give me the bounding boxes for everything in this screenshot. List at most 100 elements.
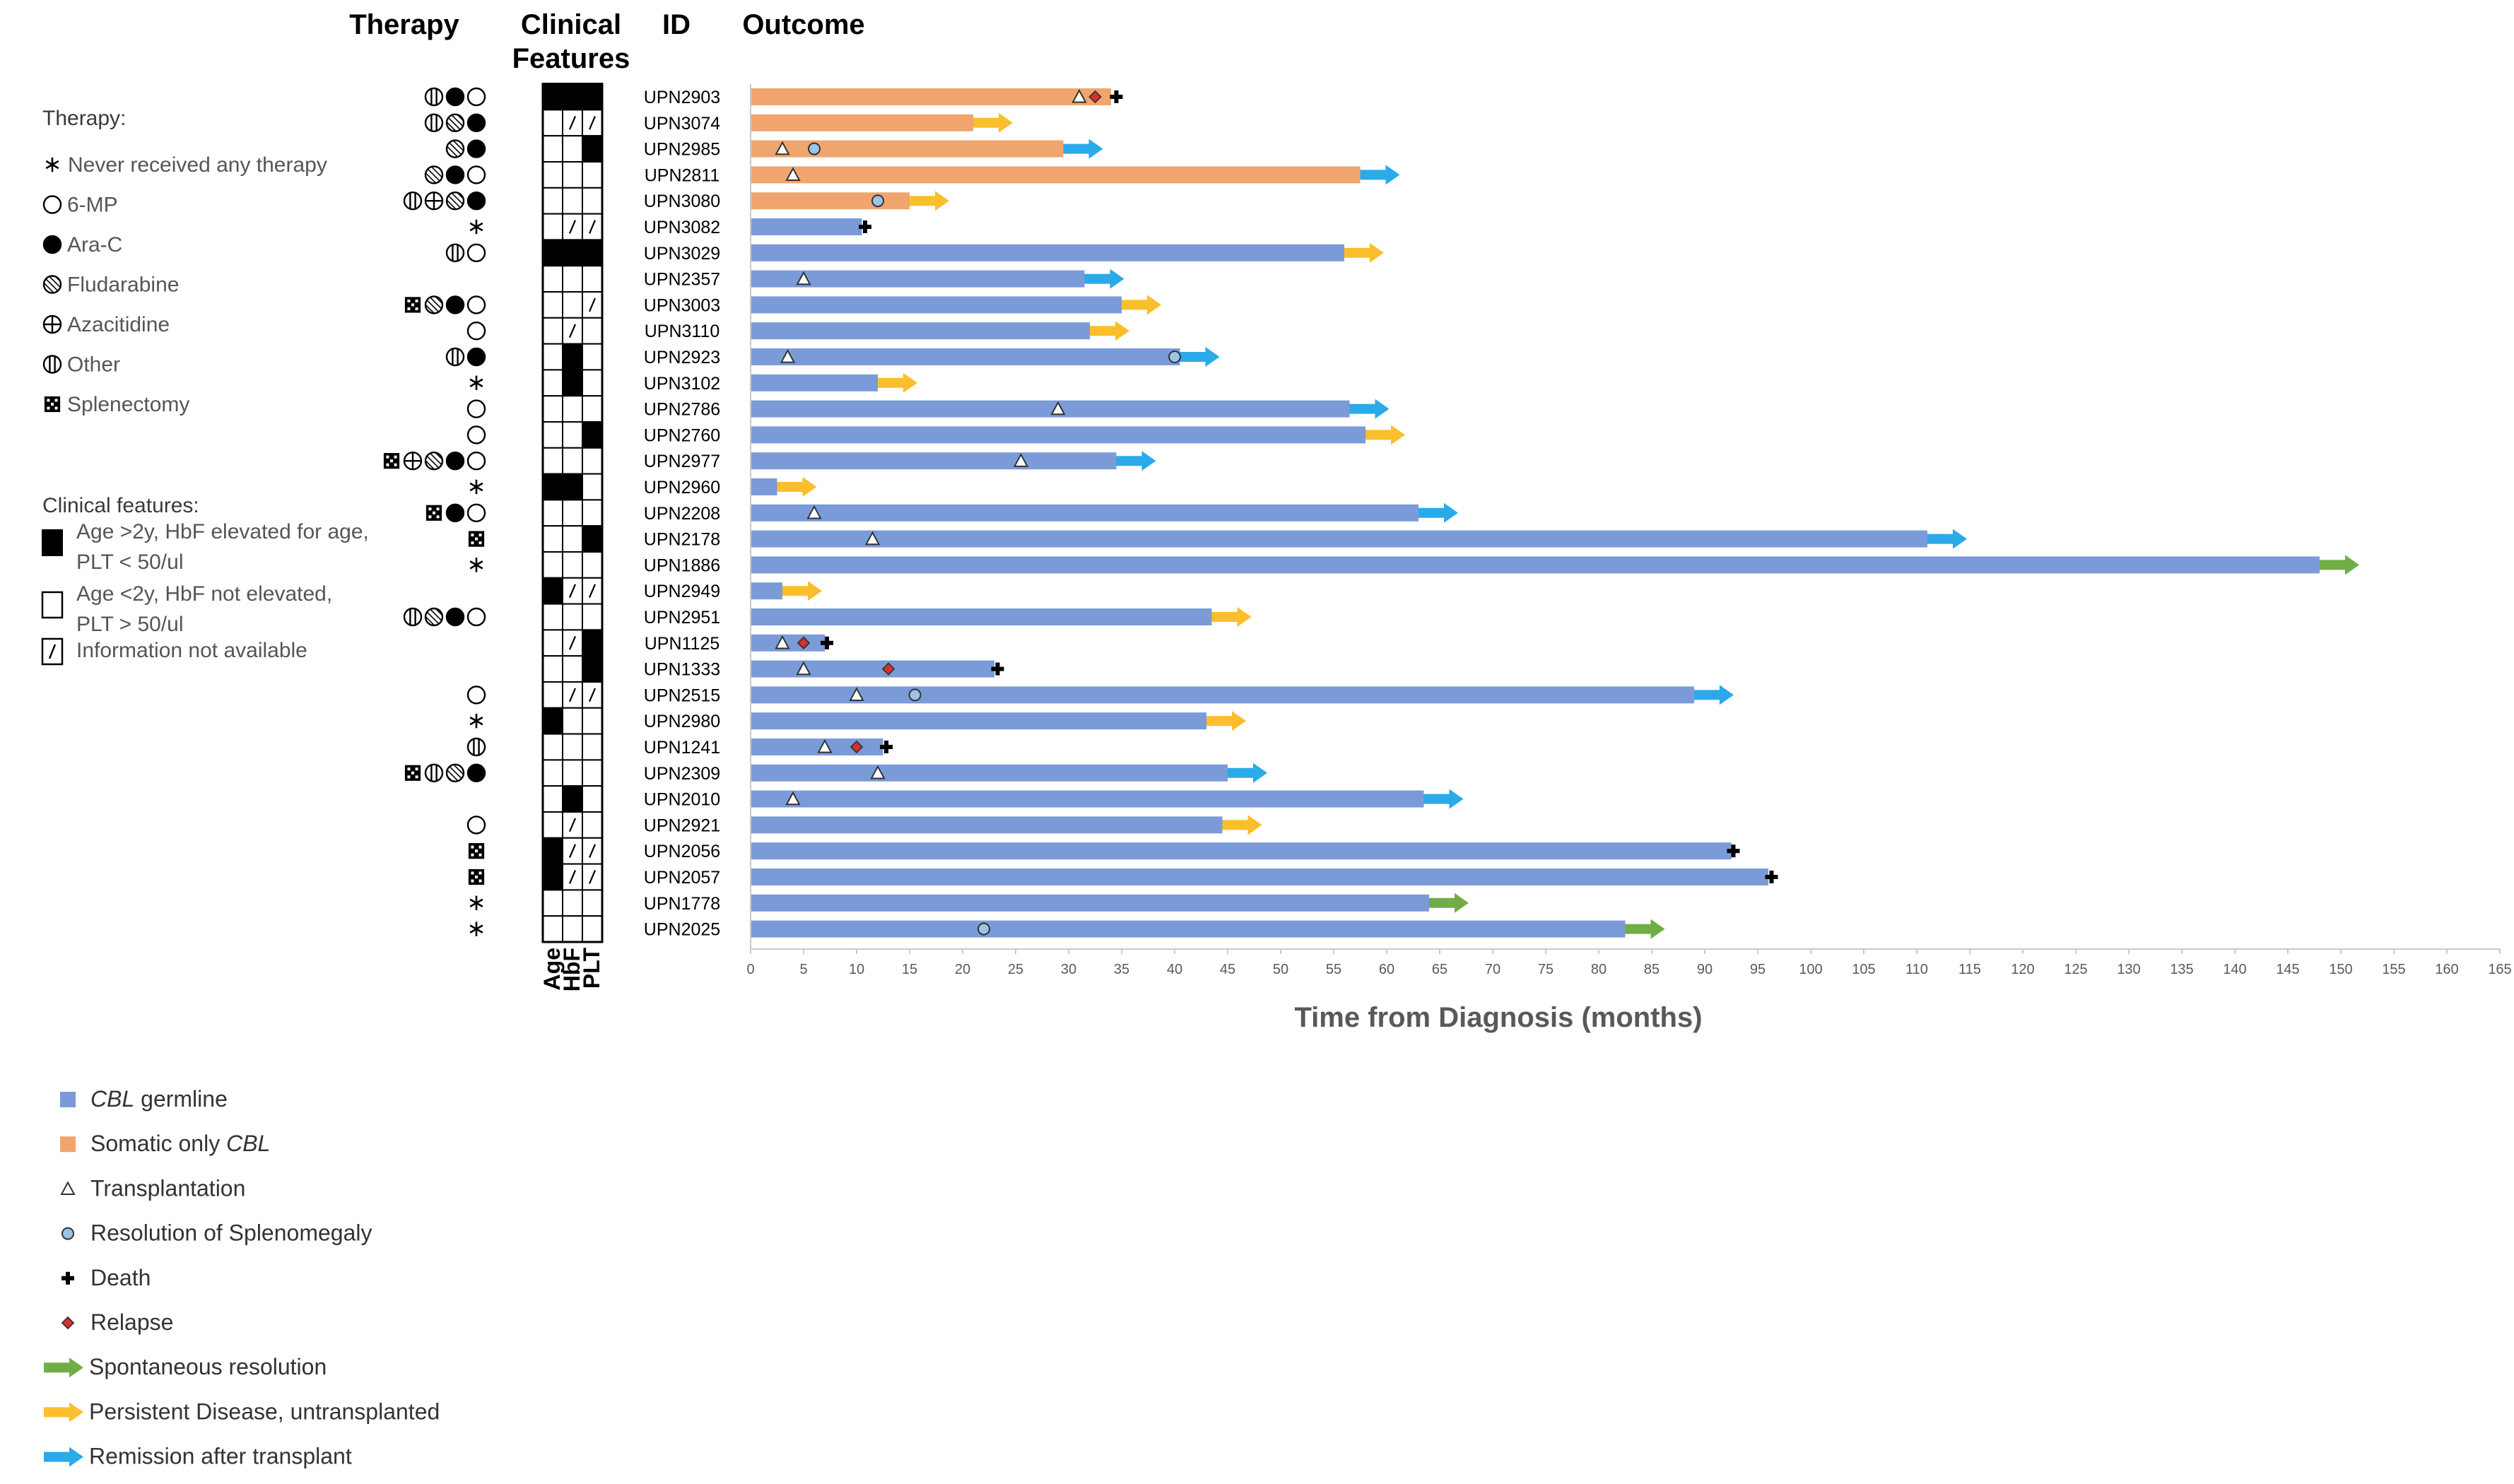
header-id: ID <box>662 9 691 40</box>
clinical-legend-items: Age >2y, HbF elevated for age, PLT < 50/u… <box>41 520 369 666</box>
cf-cell-empty <box>542 265 563 293</box>
clinical-row <box>542 343 603 371</box>
outcome-legend-item: Persistent Disease, untransplanted <box>44 1398 440 1424</box>
header-clinical-line2: Features <box>512 43 630 74</box>
persistent-disease-arrow <box>1211 607 1252 627</box>
patient-id: UPN3029 <box>644 244 720 264</box>
x-tick-label: 155 <box>2382 962 2405 977</box>
cf-cell-empty <box>562 135 583 163</box>
cf-cell-empty <box>542 291 563 319</box>
persistent-disease-arrow <box>1344 242 1384 263</box>
x-tick-label: 70 <box>1485 962 1500 977</box>
cf-cell-na <box>562 629 583 657</box>
therapy-legend-label: Never received any therapy <box>68 153 327 177</box>
other-therapy-icon <box>403 192 423 211</box>
x-tick-label: 80 <box>1591 962 1607 977</box>
cf-cell-empty <box>582 811 603 839</box>
patient-id: UPN2760 <box>644 425 720 445</box>
fludarabine-icon <box>424 165 444 184</box>
outcome-legend-item: Death <box>61 1265 151 1290</box>
patient-bar-row <box>751 451 1156 471</box>
splenectomy-icon <box>404 297 421 313</box>
therapy-row <box>466 737 486 757</box>
cf-cell-na <box>582 291 603 319</box>
therapy-row <box>404 763 486 783</box>
x-tick-label: 130 <box>2117 962 2140 977</box>
cf-cell-empty <box>542 187 563 215</box>
x-tick-label: 140 <box>2223 962 2246 977</box>
spontaneous-resolution-arrow-icon <box>44 1358 83 1378</box>
clinical-legend-item: Age >2y, HbF elevated for age, PLT < 50/u… <box>42 520 369 574</box>
patient-id: UPN2903 <box>644 88 720 107</box>
therapy-row <box>469 714 483 729</box>
cf-cell-empty <box>562 395 583 423</box>
therapy-legend-label: Other <box>67 353 120 377</box>
cf-cell-filled <box>582 83 603 111</box>
germline-swatch <box>60 1092 76 1107</box>
death-marker <box>61 1271 74 1285</box>
mp-icon <box>466 815 486 835</box>
therapy-legend-item: Fludarabine <box>42 273 179 297</box>
x-tick-label: 85 <box>1644 962 1660 977</box>
persistent-disease-arrow <box>973 112 1013 133</box>
x-tick-label: 0 <box>746 962 754 977</box>
other-therapy-icon <box>445 243 465 262</box>
x-tick-label: 40 <box>1167 962 1182 977</box>
outcome-legend-label: Death <box>90 1265 151 1290</box>
cf-cell-na <box>562 577 583 605</box>
x-tick-label: 95 <box>1750 962 1766 977</box>
cf-cell-empty <box>582 265 603 293</box>
x-tick-label: 105 <box>1852 962 1875 977</box>
arac-icon <box>445 452 465 471</box>
patient-bar-row <box>751 399 1390 419</box>
cf-cell-na <box>562 681 583 709</box>
persistent-disease-arrow <box>782 581 822 601</box>
clinical-row <box>542 213 603 241</box>
patient-id: UPN3110 <box>645 322 720 341</box>
splenectomy-icon <box>404 765 421 781</box>
transplant-marker <box>796 661 811 676</box>
asterisk-icon <box>469 479 483 495</box>
mp-icon <box>466 165 486 184</box>
cf-cell-filled <box>582 421 603 449</box>
x-tick-label: 165 <box>2488 962 2511 977</box>
patient-id: UPN1333 <box>644 660 720 680</box>
therapy-row <box>466 322 486 341</box>
cf-cell-filled <box>562 369 583 397</box>
other-therapy-icon <box>403 607 423 627</box>
cf-cell-empty <box>562 265 583 293</box>
cf-cell-empty <box>562 915 583 943</box>
patient-bar-row <box>751 789 1464 809</box>
therapy-row <box>383 452 486 471</box>
therapy-legend-label: Splenectomy <box>67 393 189 416</box>
clinical-legend: Clinical features: Age >2y, HbF elevated… <box>41 494 369 666</box>
patient-bar-row <box>751 88 1123 105</box>
cf-cell-empty <box>542 681 563 709</box>
persistent-disease-arrow <box>777 477 817 497</box>
patient-bar-row <box>751 321 1129 341</box>
transplant-marker <box>817 738 833 753</box>
relapse-marker <box>881 662 895 676</box>
cf-cell-filled <box>562 473 583 501</box>
germline-bar <box>751 452 1117 470</box>
cf-cell-na <box>562 213 583 241</box>
x-tick-label: 30 <box>1061 962 1076 977</box>
therapy-legend-label: Fludarabine <box>67 273 179 297</box>
mp-icon <box>466 503 486 522</box>
patient-bar-row <box>751 139 1103 159</box>
germline-bar <box>751 322 1090 340</box>
patient-id: UPN3102 <box>644 374 720 394</box>
patient-bar-row <box>751 112 1013 133</box>
remission-arrow-icon <box>44 1447 83 1467</box>
clinical-row <box>542 83 603 111</box>
clinical-row <box>542 707 603 735</box>
cf-cell-filled <box>562 343 583 371</box>
clinical-features-grid <box>541 83 604 943</box>
arac-icon <box>466 763 486 783</box>
cf-cell-empty <box>542 317 563 345</box>
patient-id: UPN1886 <box>644 555 720 575</box>
patient-bar-row <box>751 893 1469 913</box>
asterisk-icon <box>469 375 483 390</box>
